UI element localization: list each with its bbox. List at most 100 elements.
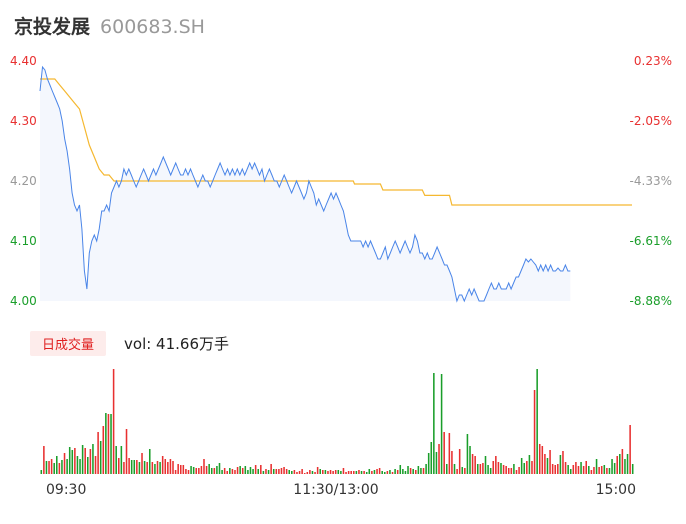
volume-bar xyxy=(417,466,420,474)
volume-tab[interactable]: 日成交量 xyxy=(30,331,107,356)
volume-bar xyxy=(229,468,231,474)
volume-bar xyxy=(445,464,448,474)
volume-bar xyxy=(267,470,270,474)
volume-bar xyxy=(593,467,595,474)
volume-bar xyxy=(466,434,469,474)
volume-bar xyxy=(420,468,422,474)
volume-bar xyxy=(505,466,507,474)
volume-bar xyxy=(63,453,66,474)
volume-bar xyxy=(254,465,257,474)
volume-bar xyxy=(409,468,412,474)
volume-bar xyxy=(448,433,451,474)
volume-bar xyxy=(557,464,559,474)
y-tick-pct-label: -8.88% xyxy=(630,294,672,308)
volume-bar xyxy=(484,456,487,474)
volume-bar xyxy=(528,455,531,474)
volume-bar xyxy=(87,457,89,474)
volume-bar xyxy=(262,471,265,474)
volume-bar xyxy=(195,468,198,474)
volume-bar xyxy=(58,463,61,474)
volume-bar xyxy=(347,471,350,474)
volume-bar xyxy=(309,470,311,474)
volume-bar xyxy=(285,469,288,474)
volume-bar xyxy=(226,471,229,474)
volume-bar xyxy=(412,469,414,474)
volume-bar xyxy=(133,460,136,474)
volume-bar xyxy=(244,466,247,474)
volume-bar xyxy=(223,468,226,474)
volume-bar xyxy=(324,470,327,474)
y-tick-label: 4.40 xyxy=(10,54,37,68)
volume-bar xyxy=(107,414,110,474)
volume-bar xyxy=(541,446,544,474)
volume-bar xyxy=(270,464,272,474)
volume-bar xyxy=(327,471,329,474)
volume-bar xyxy=(538,444,541,474)
volume-bar xyxy=(438,444,440,474)
volume-label: vol: 41.66万手 xyxy=(124,335,230,353)
volume-bar xyxy=(456,469,458,474)
volume-bar xyxy=(43,446,45,474)
volume-bar xyxy=(451,451,453,474)
volume-bar xyxy=(236,467,239,474)
volume-bar xyxy=(443,432,445,474)
volume-bar xyxy=(169,459,172,474)
volume-bar xyxy=(404,471,407,474)
y-tick-pct-label: 0.23% xyxy=(634,54,672,68)
volume-bar xyxy=(329,470,332,474)
volume-bar xyxy=(154,464,156,474)
volume-bar xyxy=(502,465,505,474)
volume-bar xyxy=(389,470,391,474)
volume-bar xyxy=(551,464,554,474)
volume-bar xyxy=(469,446,471,474)
volume-bar xyxy=(425,464,427,474)
volume-bar xyxy=(458,449,461,474)
volume-bar xyxy=(384,472,386,474)
volume-bar xyxy=(252,469,254,474)
volume-bar xyxy=(306,472,309,474)
volume-bar xyxy=(40,470,43,474)
volume-bar xyxy=(66,459,68,474)
volume-bar xyxy=(345,472,347,474)
volume-bar xyxy=(216,466,218,474)
volume-bar xyxy=(200,466,203,474)
volume-bar xyxy=(559,455,562,474)
volume-bar xyxy=(430,442,433,474)
y-tick-label: 4.00 xyxy=(10,294,37,308)
volume-bar xyxy=(185,469,187,474)
volume-bar xyxy=(50,459,53,474)
volume-bar xyxy=(117,458,120,474)
volume-bar xyxy=(631,464,634,474)
volume-bar xyxy=(588,466,590,474)
y-tick-label: 4.10 xyxy=(10,234,37,248)
volume-bar xyxy=(518,467,520,474)
volume-bar xyxy=(564,462,567,474)
volume-bar xyxy=(582,466,585,474)
volume-bar xyxy=(606,468,608,474)
volume-bar xyxy=(319,469,321,474)
y-tick-label: 4.30 xyxy=(10,114,37,128)
volume-bar xyxy=(549,450,551,474)
volume-bar xyxy=(138,462,141,474)
volume-bar xyxy=(334,470,337,474)
volume-bar xyxy=(239,466,241,474)
volume-bar xyxy=(531,461,533,474)
volume-bar xyxy=(231,469,234,474)
volume-bar xyxy=(112,369,115,474)
volume-bar xyxy=(590,470,593,474)
volume-bar xyxy=(616,456,618,474)
volume-bar xyxy=(123,462,125,474)
volume-bar xyxy=(213,468,216,474)
volume-bar xyxy=(507,468,510,474)
volume-bar xyxy=(159,462,161,474)
volume-bar xyxy=(461,467,464,474)
stock-code: 600683.SH xyxy=(100,16,205,38)
volume-bar xyxy=(520,458,523,474)
volume-bar xyxy=(148,449,151,474)
volume-bar xyxy=(427,453,430,474)
volume-bar xyxy=(544,454,546,474)
volume-bar xyxy=(536,369,538,474)
volume-bar xyxy=(311,471,314,474)
volume-bar xyxy=(234,470,236,474)
